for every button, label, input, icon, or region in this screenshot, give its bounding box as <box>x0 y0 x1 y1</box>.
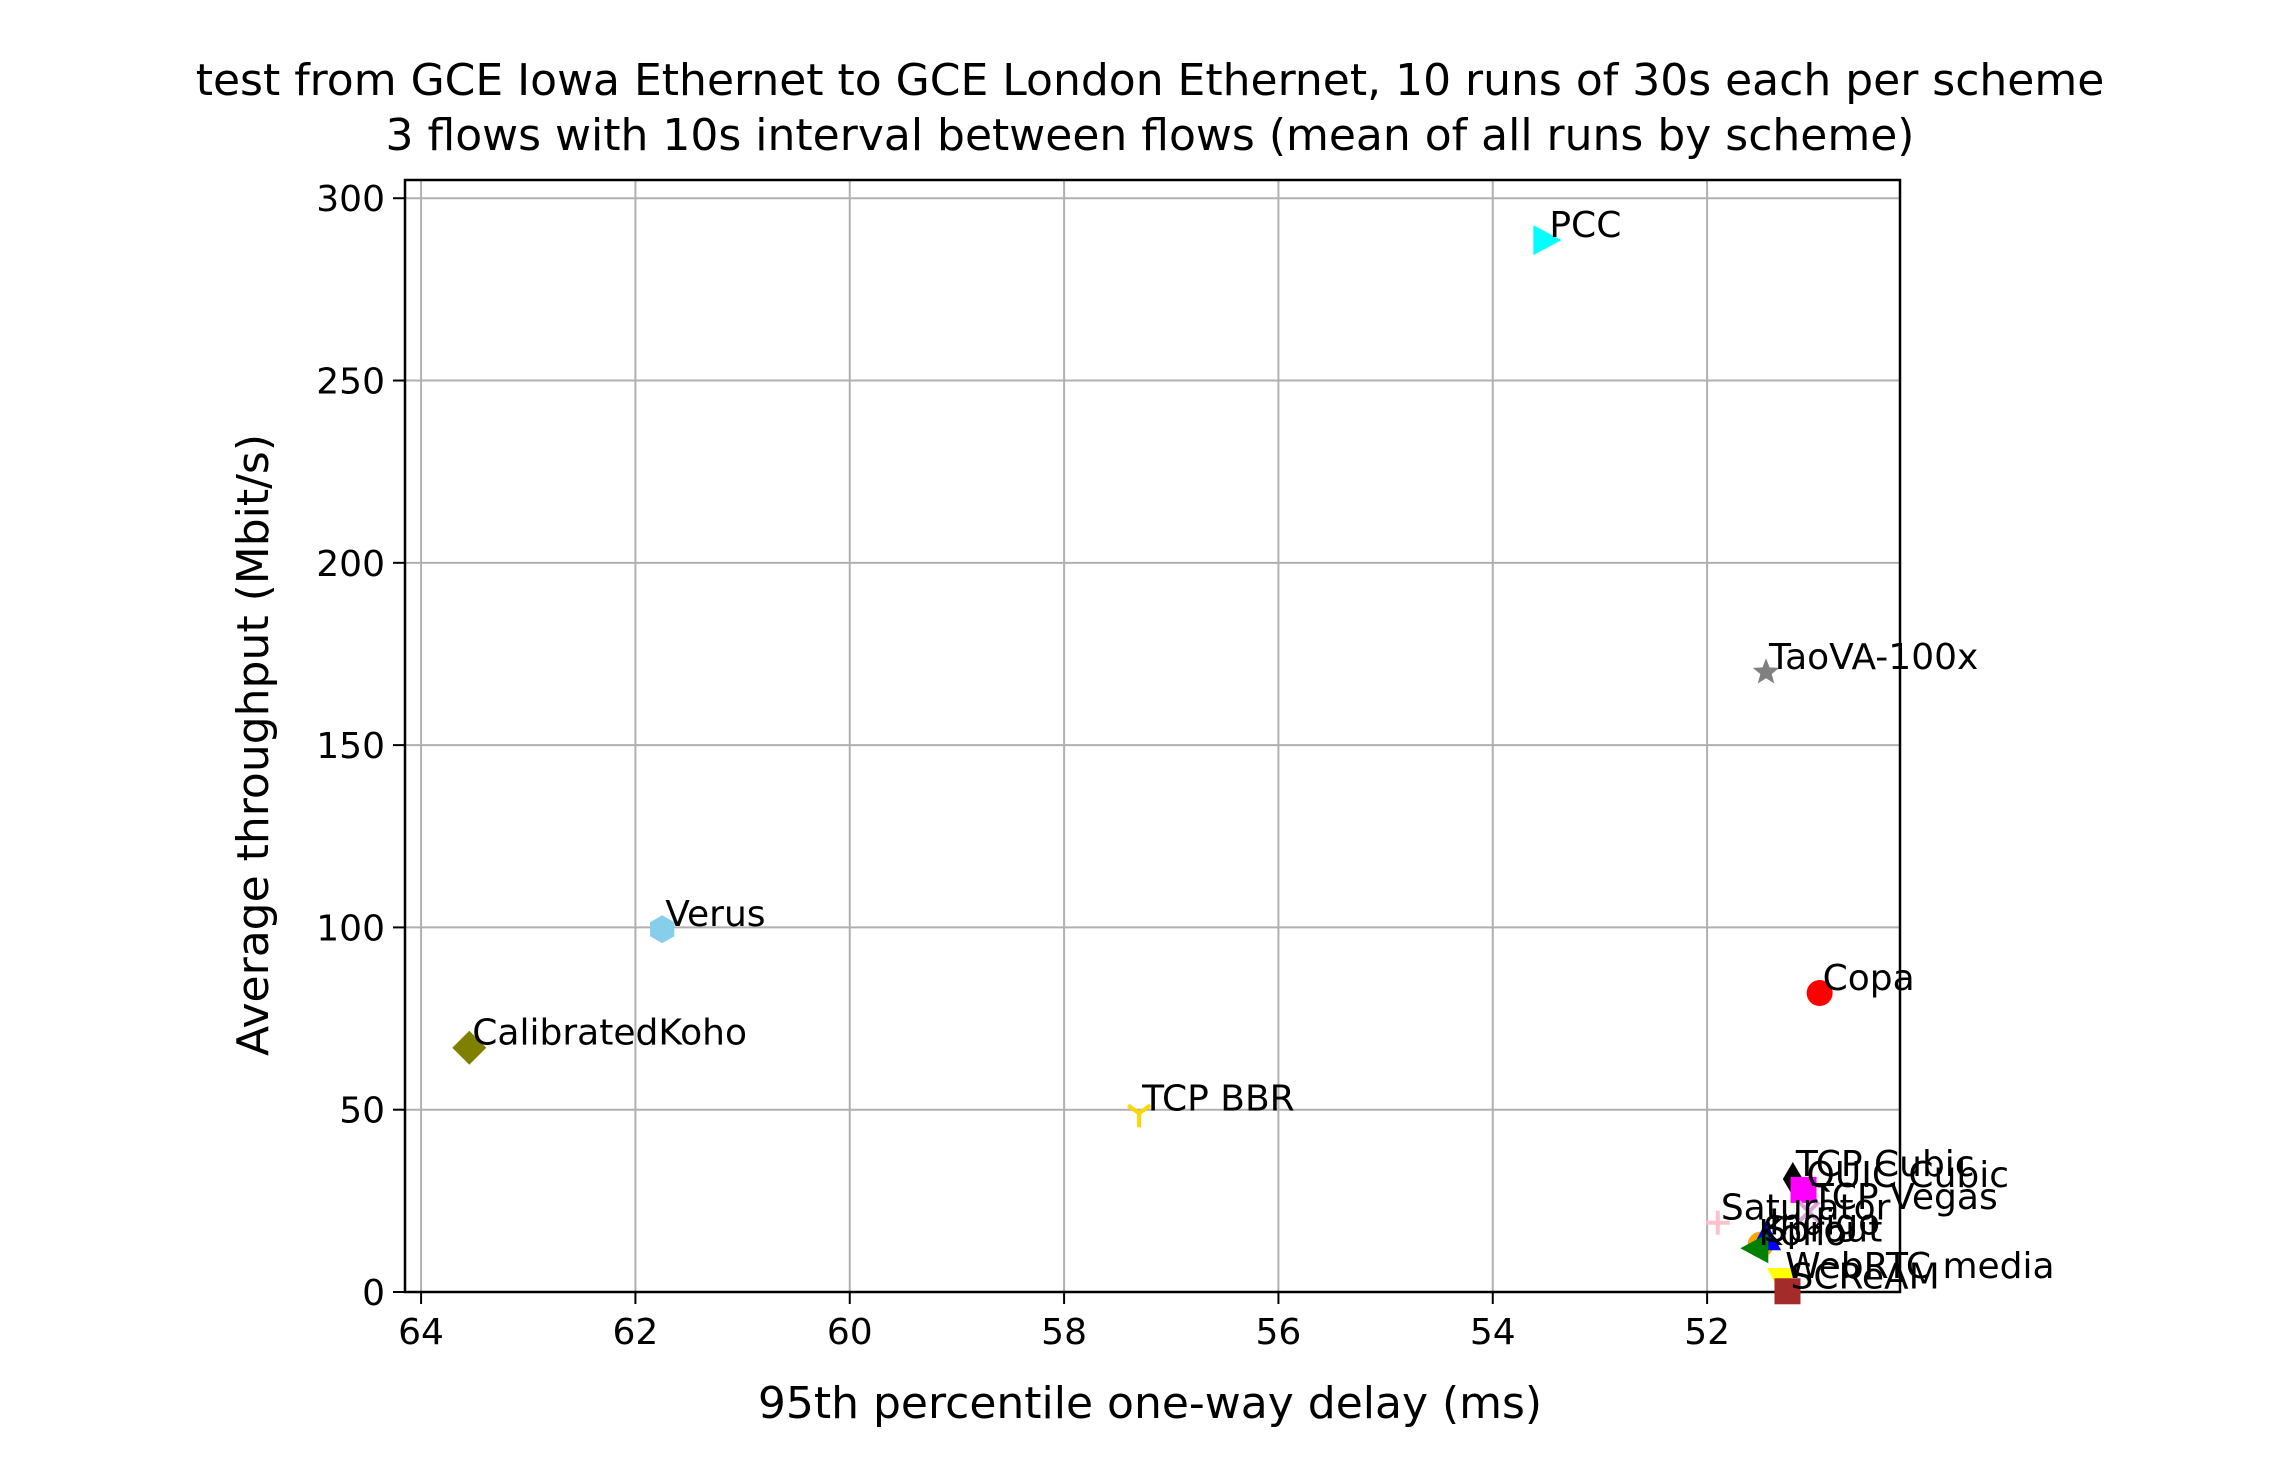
point-tcp-vegas <box>1797 1200 1821 1224</box>
y-tick-label: 150 <box>316 726 385 767</box>
point-label: WebRTC media <box>1785 1246 2054 1287</box>
point-label: SCReAM <box>1790 1256 1939 1297</box>
chart-title: test from GCE Iowa Ethernet to GCE Londo… <box>196 55 2105 106</box>
tick-labels: 64 62 60 58 56 54 52 0 50 100 150 200 250 300 <box>316 179 1730 1353</box>
chart-subtitle: 3 flows with 10s interval between flows … <box>386 110 1915 161</box>
x-tick-label: 54 <box>1470 1312 1516 1353</box>
point-label: TCP Cubic <box>1795 1144 1975 1185</box>
x-axis-label: 95th percentile one-way delay (ms) <box>758 1378 1542 1429</box>
point-saturator <box>1705 1210 1730 1235</box>
point-label: Indigo <box>1769 1202 1880 1243</box>
point-taova-100x <box>1752 658 1780 684</box>
x-tick-label: 60 <box>827 1312 873 1353</box>
point-label: TCP Vegas <box>1811 1177 1998 1218</box>
point-pcc <box>1533 225 1562 256</box>
data-points <box>452 225 1833 1305</box>
y-axis-label: Average throughput (Mbit/s) <box>228 434 279 1056</box>
y-tick-label: 50 <box>339 1091 385 1132</box>
point-labels: PCC TaoVA-100x Verus Copa CalibratedKoho TCP … <box>472 205 2054 1297</box>
point-copa <box>1806 980 1833 1007</box>
point-verus <box>650 915 675 944</box>
y-tick-label: 300 <box>316 179 385 220</box>
point-label: Sprout <box>1764 1210 1883 1251</box>
x-tick-label: 64 <box>398 1312 444 1353</box>
point-calibratedkoho <box>452 1030 487 1065</box>
axes <box>393 178 1902 1304</box>
point-label: PCC <box>1549 205 1621 246</box>
x-tick-label: 56 <box>1256 1312 1302 1353</box>
point-tcp-bbr <box>1126 1103 1152 1128</box>
point-scream <box>1774 1278 1801 1305</box>
point-label: TCP BBR <box>1141 1078 1295 1119</box>
point-label: CalibratedKoho <box>472 1013 747 1054</box>
point-koho <box>1740 1233 1769 1264</box>
point-quic-cubic <box>1790 1176 1817 1203</box>
x-tick-label: 52 <box>1684 1312 1730 1353</box>
plot-frame <box>403 178 1902 1294</box>
x-tick-label: 58 <box>1041 1312 1087 1353</box>
x-tick-label: 62 <box>613 1312 659 1353</box>
point-label: Copa <box>1823 958 1915 999</box>
y-tick-label: 250 <box>316 362 385 403</box>
y-tick-label: 0 <box>362 1273 385 1314</box>
point-label: QUIC Cubic <box>1807 1155 2009 1196</box>
point-label: Saturator <box>1721 1188 1891 1229</box>
point-label: TaoVA-100x <box>1768 637 1978 678</box>
y-tick-label: 100 <box>316 908 385 949</box>
y-tick-label: 200 <box>316 544 385 585</box>
point-label: Verus <box>665 894 765 935</box>
point-label: Koho <box>1758 1213 1847 1254</box>
